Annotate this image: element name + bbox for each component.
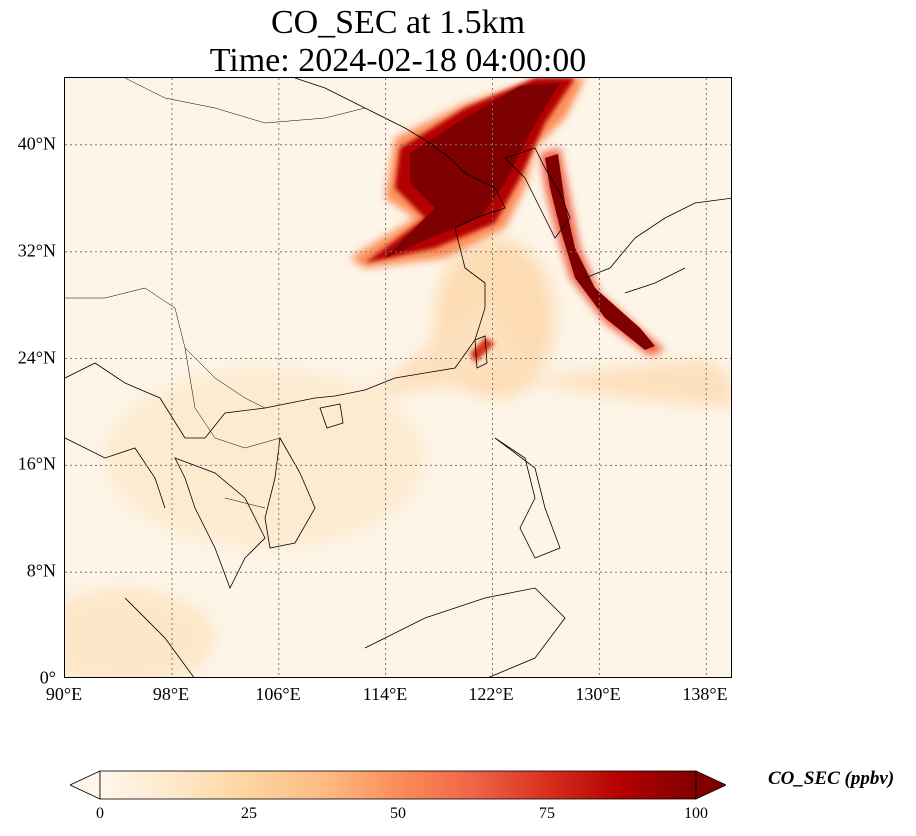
field-moderate-outflow bbox=[365, 298, 731, 408]
lon-tick-106: 106°E bbox=[255, 684, 301, 704]
coast-hainan bbox=[319, 403, 344, 429]
map-canvas bbox=[65, 78, 731, 677]
coast-sumatra bbox=[124, 597, 195, 677]
lat-tick-16: 16°N bbox=[17, 453, 56, 474]
country-borders bbox=[65, 78, 366, 509]
lat-tick-0: 0° bbox=[39, 667, 56, 688]
colorbar-body bbox=[99, 770, 697, 800]
coast-gulf-of-thailand bbox=[174, 457, 266, 589]
gridlines bbox=[65, 78, 731, 677]
colorbar-svg bbox=[69, 770, 727, 800]
field-low-indochina bbox=[105, 368, 425, 548]
coast-philippines bbox=[494, 437, 561, 559]
colorbar-label: CO_SEC (ppbv) bbox=[768, 768, 895, 789]
lon-tick-114: 114°E bbox=[362, 684, 408, 704]
figure-title: CO_SEC at 1.5km Time: 2024-02-18 04:00:0… bbox=[64, 4, 732, 80]
map-panel[interactable] bbox=[64, 77, 732, 678]
lon-tick-138: 138°E bbox=[682, 684, 728, 704]
colorbar bbox=[69, 770, 727, 800]
colorbar-extend-min bbox=[69, 770, 101, 800]
lon-tick-130: 130°E bbox=[575, 684, 621, 704]
colorbar-extend-max bbox=[695, 770, 727, 800]
plume-north-china-core bbox=[385, 83, 560, 258]
coast-korea-peninsula bbox=[504, 147, 571, 239]
colorbar-tick-50: 50 bbox=[390, 805, 406, 822]
lat-tick-24: 24°N bbox=[17, 347, 56, 368]
lat-tick-8: 8°N bbox=[26, 560, 56, 581]
title-time: Time: 2024-02-18 04:00:00 bbox=[209, 42, 587, 79]
coastlines bbox=[65, 78, 731, 677]
co-field bbox=[65, 78, 731, 677]
colorbar-tick-0: 0 bbox=[96, 805, 104, 822]
coast-vietnam bbox=[264, 436, 316, 549]
coast-myanmar bbox=[65, 437, 166, 509]
coast-japan bbox=[584, 197, 731, 294]
colorbar-tick-75: 75 bbox=[539, 805, 555, 822]
lon-tick-90: 90°E bbox=[45, 684, 83, 704]
colorbar-tick-25: 25 bbox=[241, 805, 257, 822]
lon-tick-122: 122°E bbox=[468, 684, 514, 704]
colorbar-tick-100: 100 bbox=[684, 805, 708, 822]
lon-tick-98: 98°E bbox=[152, 684, 190, 704]
plume-korea-core bbox=[545, 154, 655, 350]
lat-tick-40: 40°N bbox=[17, 133, 56, 154]
title-variable: CO_SEC at 1.5km bbox=[270, 4, 526, 41]
coast-borneo bbox=[364, 587, 566, 677]
lat-tick-32: 32°N bbox=[17, 240, 56, 261]
